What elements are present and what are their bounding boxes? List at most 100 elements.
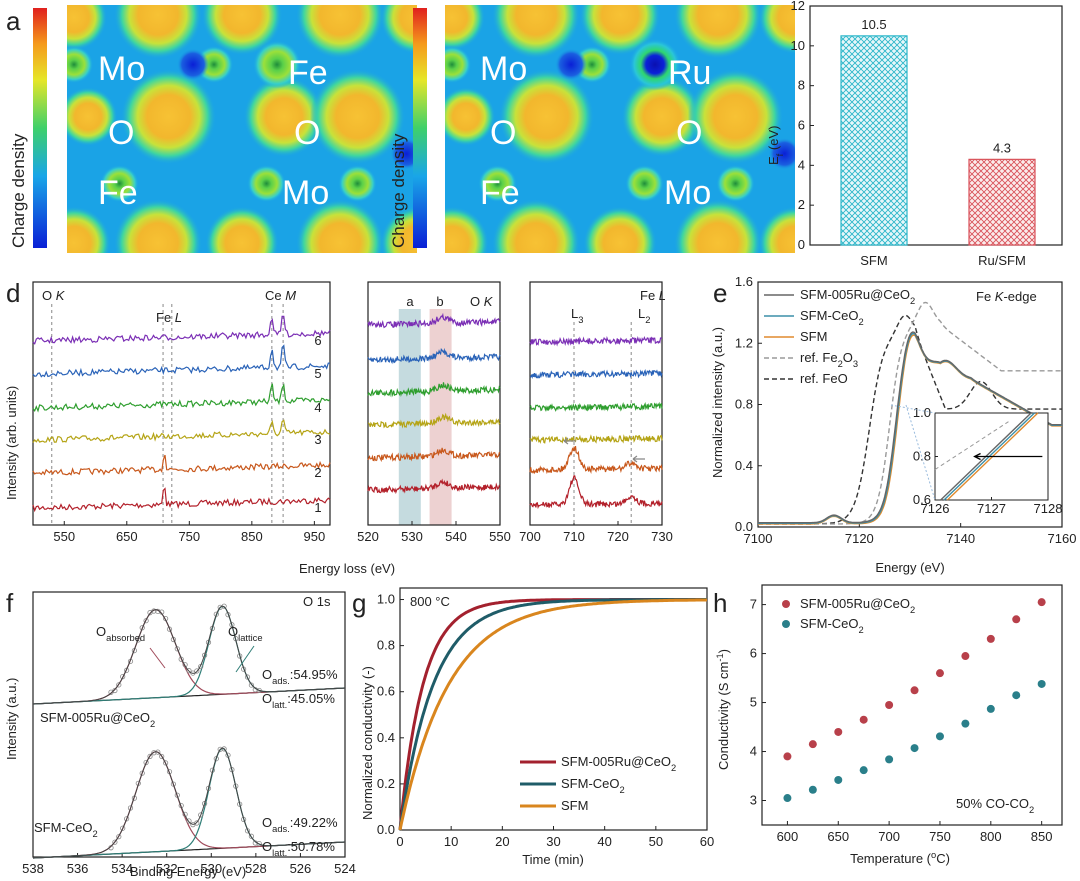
annotation-ce-m: Ce M [265, 288, 296, 303]
data-point [986, 704, 995, 713]
density-lobe [380, 206, 417, 253]
series-line [398, 598, 707, 831]
x-tick-label: 10 [444, 834, 458, 849]
y-tick-label: 1.6 [735, 274, 753, 289]
density-lobe [380, 5, 417, 55]
data-point [139, 625, 145, 631]
y-axis-label: Intensity (arb. units) [4, 386, 19, 500]
arrow-icon [563, 437, 576, 445]
series-3-trace [368, 412, 501, 429]
series-number-label: 3 [314, 432, 321, 447]
x-tick-label: 7120 [845, 531, 874, 546]
y-axis-label: Normalized intensity (a.u.) [710, 327, 725, 478]
plot-frame [399, 587, 708, 831]
colorbar-label-b: Charge density [389, 133, 408, 248]
latt-percent-label: Olatt.:50.78% [262, 839, 335, 858]
data-point [221, 746, 227, 752]
y-tick-label: 0.0 [377, 822, 395, 837]
atom-label: Fe [288, 54, 328, 92]
data-point [127, 805, 134, 811]
x-tick-label: 600 [777, 829, 799, 844]
series-1-trace [32, 487, 331, 513]
bar-value-label: 10.5 [861, 17, 886, 32]
density-lobe-ru [629, 38, 681, 91]
data-point [935, 669, 944, 678]
density-lobe [67, 87, 118, 146]
series-3-trace [529, 434, 663, 444]
density-lobe [491, 198, 581, 253]
y-tick-label: 1.2 [735, 335, 753, 350]
inset-x-tick-label: 7128 [1034, 501, 1063, 516]
data-point [186, 668, 192, 674]
density-lobe [295, 5, 385, 60]
data-point [120, 825, 126, 831]
spectrum-sfm-ceo2-envelope [32, 747, 346, 859]
series-line [398, 598, 708, 831]
highlight-band [398, 309, 421, 525]
y-tick-label: 6 [798, 118, 805, 133]
latt-percent-label: Olatt.:45.05% [262, 691, 335, 710]
y-tick-label: 12 [791, 0, 805, 13]
x-tick-label: 550 [53, 529, 75, 544]
x-tick-label: 534 [111, 861, 133, 876]
colorbar-b [413, 8, 427, 248]
x-tick-label: 536 [67, 861, 89, 876]
colorbar-label-a: Charge density [9, 133, 28, 248]
pointer-line [149, 647, 166, 669]
map-b: Charge density Mo Ru O O Fe Mo [389, 5, 795, 253]
data-point [112, 839, 118, 845]
x-tick-label: 650 [116, 529, 138, 544]
density-lobe [673, 5, 763, 60]
zoom-connector [905, 404, 936, 501]
series-4-trace [32, 383, 331, 413]
data-point [139, 770, 145, 776]
density-hole [555, 48, 587, 81]
arrow-icon [973, 452, 1043, 461]
chart-h: 600 650 700 750 800 850 3 4 5 6 7 SFM-005Ru@CeO2SFM… [715, 584, 1063, 866]
data-point [143, 759, 149, 766]
spectrum-sfm-005ru-envelope [32, 605, 346, 705]
density-lobe [120, 68, 217, 165]
y-tick-label: 0.4 [377, 730, 395, 745]
data-point [885, 755, 894, 764]
atom-label: O [490, 114, 516, 152]
data-point [834, 775, 843, 784]
y-tick-label: 0 [798, 237, 805, 252]
data-point [159, 753, 165, 760]
series-SFM-005Ru-line [758, 331, 1062, 524]
x-tick-label: 40 [597, 834, 611, 849]
legend-label: SFM-CeO2 [800, 308, 864, 327]
data-point [1037, 679, 1046, 688]
series-number-label: 5 [314, 366, 321, 381]
data-point [202, 652, 208, 658]
x-axis-label: Time (min) [522, 852, 584, 867]
spectrum-sfm-005ru-latt-peak [32, 605, 346, 705]
atom-label: Fe [98, 174, 138, 212]
data-point [961, 719, 970, 728]
x-tick-label: 7140 [946, 531, 975, 546]
data-point [1012, 691, 1021, 700]
x-axis-label: Energy (eV) [875, 560, 944, 575]
legend-label: ref. FeO [800, 371, 848, 386]
density-lobe [621, 76, 703, 158]
data-point [124, 667, 130, 673]
atom-label: Mo [480, 50, 527, 88]
atom-label: O [294, 114, 320, 152]
y-tick-label: 0.2 [377, 776, 395, 791]
x-tick-label: 50 [649, 834, 663, 849]
zoom-connector [890, 404, 936, 414]
density-lobe [309, 68, 406, 165]
density-lobe [498, 68, 595, 165]
density-lobe [758, 5, 795, 55]
x-tick-label: 520 [357, 529, 379, 544]
x-tick-label: 850 [241, 529, 263, 544]
y-tick-label: 5 [750, 695, 757, 710]
y-tick-label: 10 [791, 38, 805, 53]
annotation-l2: L2 [638, 306, 650, 325]
atom-label: Mo [664, 174, 711, 212]
data-point [202, 801, 208, 807]
x-tick-label: 60 [700, 834, 714, 849]
x-tick-label: 700 [878, 829, 900, 844]
legend-swatch [782, 600, 790, 608]
